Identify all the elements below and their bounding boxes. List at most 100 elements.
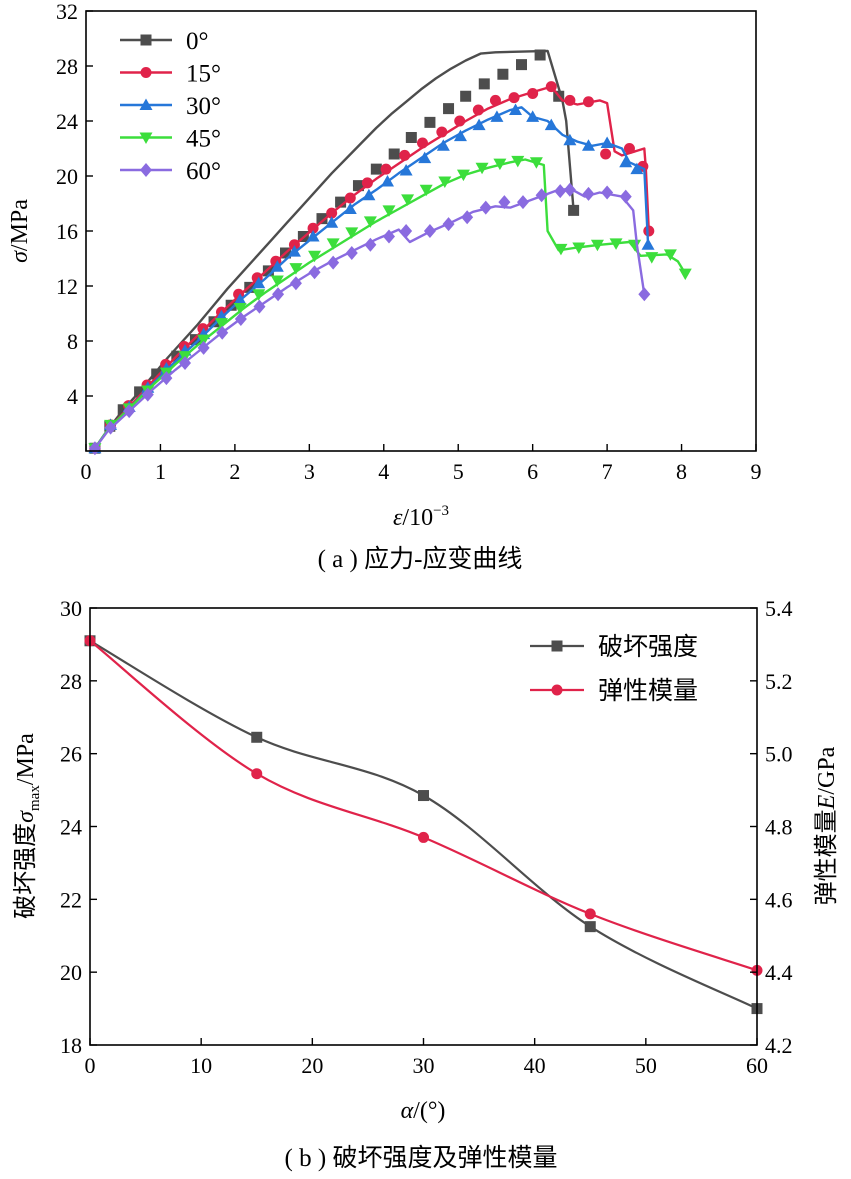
chart-a-data-point — [535, 188, 548, 203]
chart-a-data-point — [564, 94, 576, 106]
chart-a-data-point — [472, 104, 484, 116]
chart-b-x-tick-label: 40 — [524, 1053, 546, 1078]
chart-a-series-line — [93, 85, 650, 449]
chart-a-x-ticks: 0 1 2 3 4 5 6 7 8 9 — [81, 444, 762, 484]
chart-b-left-y-tick-label: 30 — [60, 596, 82, 621]
chart-b-legend-label: 弹性模量 — [598, 677, 698, 705]
chart-a-data-point — [516, 59, 527, 71]
chart-a-legend-label: 30° — [186, 93, 221, 120]
chart-b-right-y-axis-symbol: E — [814, 794, 840, 810]
chart-a-legend-marker — [139, 132, 153, 144]
chart-a-data-point — [628, 239, 642, 252]
chart-b-left-y-tick-label: 22 — [60, 887, 82, 912]
chart-a-data-point — [104, 420, 117, 435]
chart-b-left-y-axis-subscript: max — [27, 785, 43, 811]
chart-a-series-3 — [88, 155, 692, 455]
chart-a-data-point — [253, 299, 266, 314]
chart-a-x-tick-label: 1 — [155, 459, 166, 484]
chart-a-data-point — [582, 139, 595, 151]
chart-a-data-point — [641, 238, 655, 250]
chart-a-data-point — [600, 148, 612, 160]
chart-b-left-y-tick-label: 20 — [60, 960, 82, 985]
chart-a-data-point — [388, 148, 400, 160]
chart-a-data-point — [289, 276, 302, 291]
chart-a-data-point — [479, 200, 492, 215]
chart-a-data-point — [568, 204, 580, 216]
chart-a-data-point — [438, 176, 452, 188]
chart-a-data-point — [308, 265, 321, 280]
chart-b-right-y-tick-label: 4.2 — [765, 1033, 793, 1058]
chart-a-data-point — [529, 157, 543, 169]
chart-a-x-axis-unit: /10 — [402, 505, 433, 531]
chart-a-y-ticks: 4 8 12 16 20 24 28 32 — [56, 0, 93, 409]
chart-a-data-point — [498, 195, 511, 210]
chart-a-data-point — [563, 182, 576, 197]
chart-b-right-y-axis-unit: /GPa — [814, 746, 840, 794]
chart-b-left-y-axis-text: 破坏强度 — [12, 823, 39, 919]
chart-a-data-point — [582, 186, 595, 201]
chart-a-data-point — [151, 368, 163, 380]
chart-b-left-y-tick-label: 26 — [60, 742, 82, 767]
chart-a-y-tick-label: 8 — [67, 329, 78, 354]
chart-a-data-point — [214, 318, 228, 330]
chart-a-data-point — [490, 110, 504, 122]
chart-a-data-point — [405, 132, 417, 143]
chart-a-legend-marker — [140, 34, 152, 46]
chart-a-legend: 0° 15° 30° 45° 60° — [120, 28, 221, 185]
chart-b-x-tick-label: 30 — [413, 1053, 435, 1078]
chart-a-data-point — [189, 334, 201, 346]
chart-b-left-y-tick-label: 18 — [60, 1033, 82, 1058]
chart-a-data-point — [609, 238, 623, 250]
chart-a-data-point — [233, 293, 247, 305]
chart-a-x-tick-label: 5 — [453, 459, 464, 484]
chart-a-x-tick-label: 3 — [304, 459, 315, 484]
chart-a-data-point — [308, 250, 322, 263]
chart-a-y-tick-label: 16 — [56, 219, 78, 244]
chart-b-data-point — [418, 790, 429, 802]
chart-a-data-point — [489, 94, 501, 106]
chart-a-data-point — [545, 81, 557, 93]
chart-a-data-point — [590, 239, 604, 252]
chart-a-legend-label: 45° — [186, 126, 221, 153]
chart-a-data-point — [442, 217, 455, 232]
chart-a-data-point — [638, 287, 651, 302]
chart-a-data-point — [418, 151, 432, 164]
chart-a-data-point — [400, 224, 413, 238]
chart-a-data-point — [493, 158, 507, 171]
chart-b-right-y-tick-label: 5.2 — [765, 669, 793, 694]
chart-a-data-point — [534, 49, 546, 61]
chart-b-x-tick-label: 0 — [85, 1053, 96, 1078]
chart-a-data-point — [123, 404, 136, 419]
chart-a-series-line — [93, 158, 687, 449]
chart-a-data-point — [327, 255, 340, 270]
chart-a-x-tick-label: 7 — [602, 459, 613, 484]
chart-b-plot-frame — [89, 607, 758, 1046]
chart-a-y-axis-label: σ/MPa — [7, 199, 33, 263]
chart-a-data-point — [472, 118, 486, 131]
chart-b-x-axis-unit: /(°) — [413, 1098, 445, 1124]
chart-a-data-point — [497, 68, 509, 80]
chart-a-data-point — [252, 276, 266, 289]
chart-a-data-point — [382, 229, 395, 244]
chart-a-data-point — [554, 184, 567, 199]
chart-a-data-point — [287, 245, 301, 257]
chart-b-legend-marker — [551, 640, 563, 652]
chart-a-series-0 — [89, 49, 580, 454]
chart-b-caption: ( b ) 破坏强度及弹性模量 — [285, 1144, 558, 1172]
chart-b-right-y-axis-label: 弹性模量E/GPa — [813, 746, 840, 905]
chart-a-x-tick-label: 4 — [378, 459, 389, 484]
chart-a-data-point — [225, 299, 237, 311]
chart-a-data-point — [544, 118, 558, 131]
chart-a-data-point — [306, 230, 320, 242]
chart-a-data-point — [270, 260, 284, 272]
chart-a-data-point — [619, 189, 632, 204]
chart-a-data-point — [456, 169, 470, 182]
chart-a-data-point — [179, 356, 192, 370]
chart-a-data-point — [600, 136, 614, 148]
chart-a-data-point — [453, 129, 467, 142]
chart-a-x-tick-label: 6 — [527, 459, 538, 484]
chart-b-right-y-ticks: 4.2 4.4 4.6 4.8 5.0 5.2 5.4 — [750, 596, 793, 1058]
